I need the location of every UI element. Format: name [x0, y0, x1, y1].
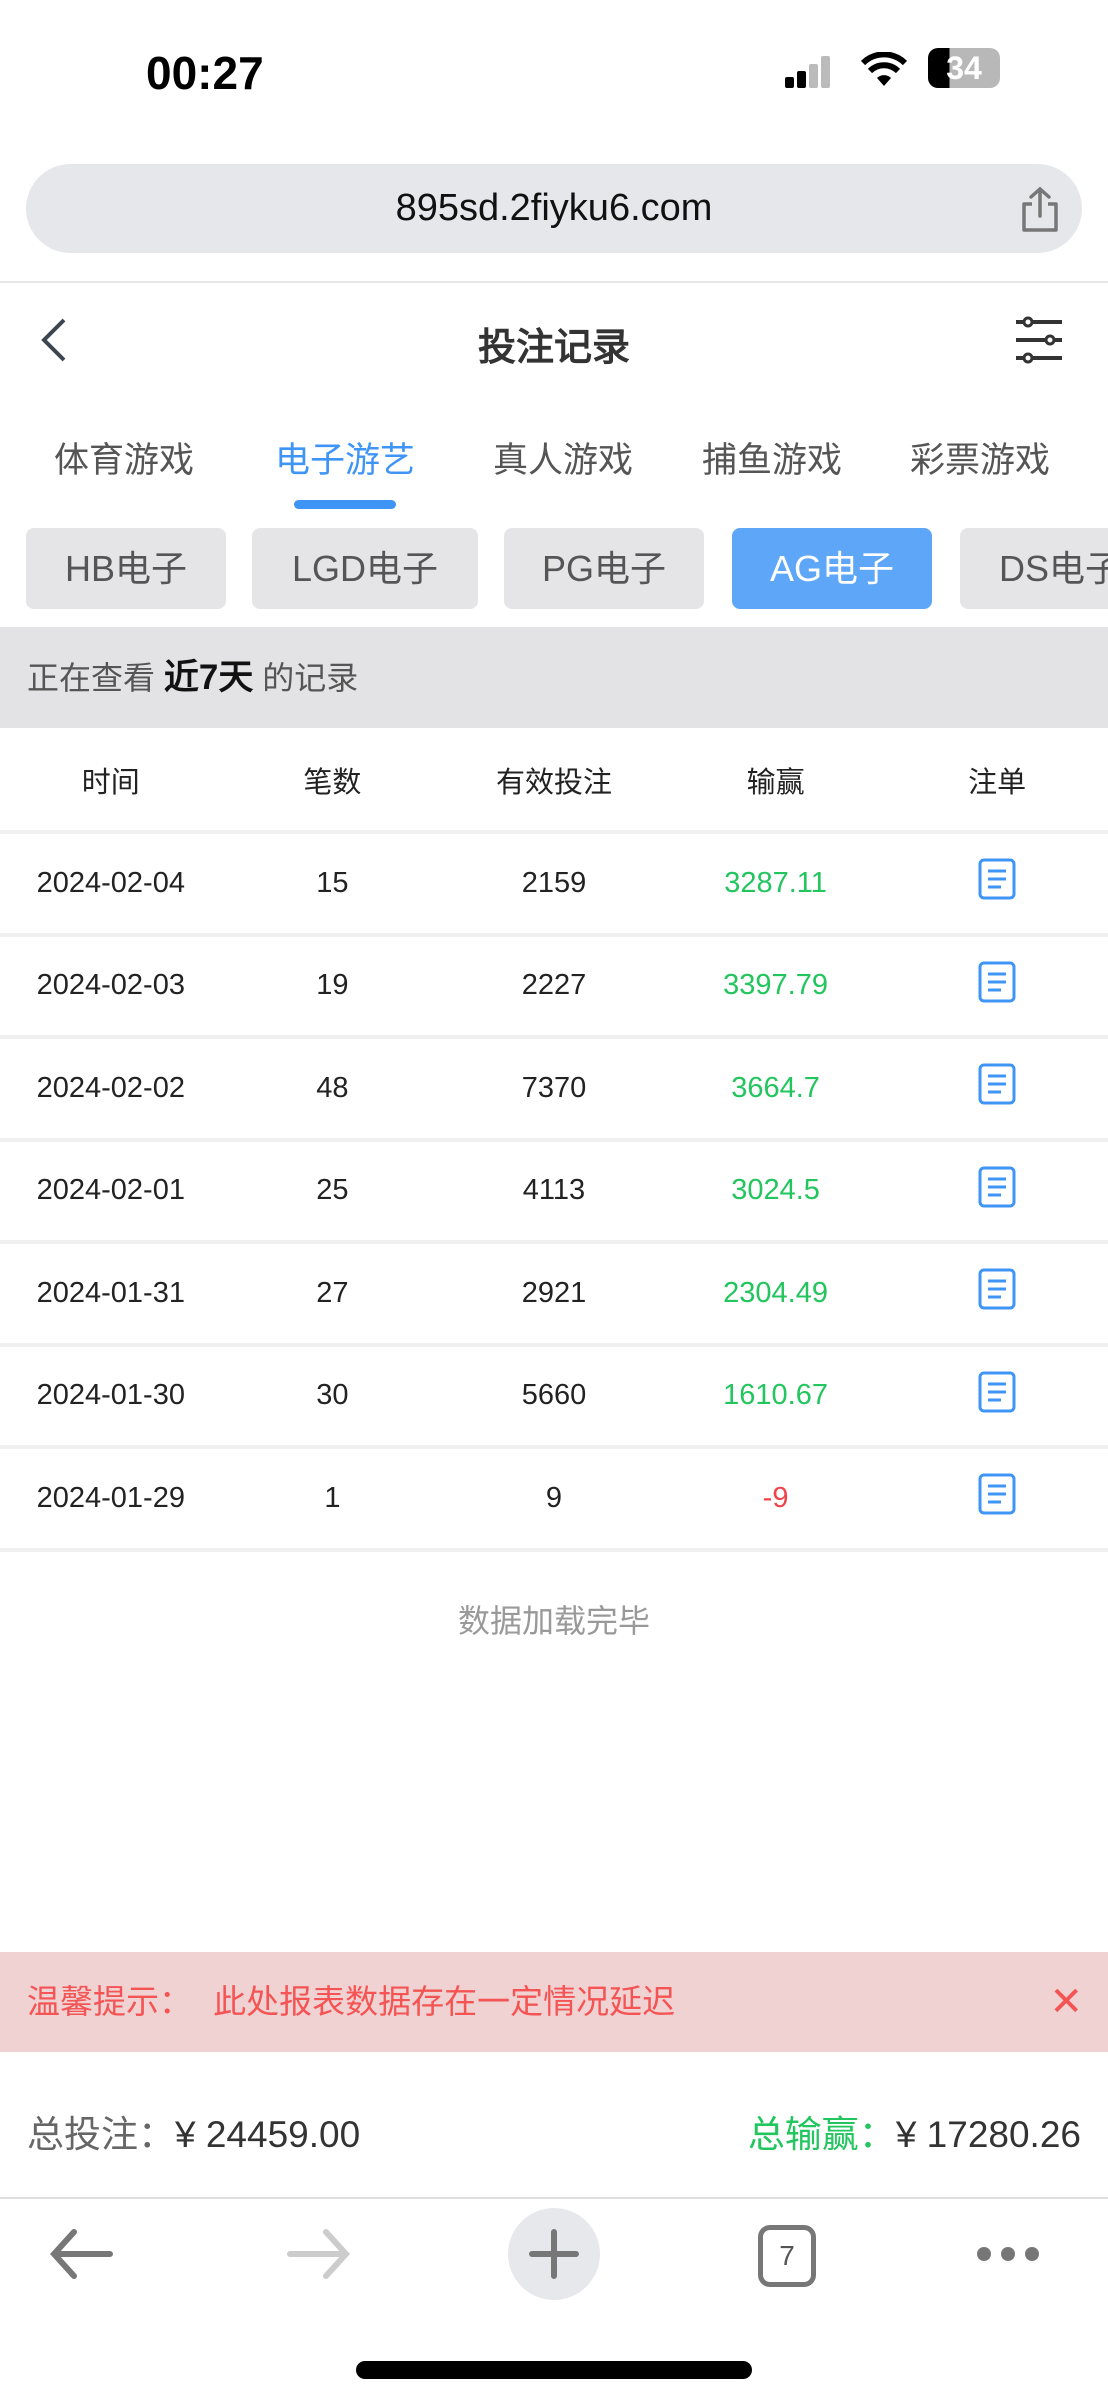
cell-win: 1610.67	[664, 1344, 887, 1449]
cell-win: 3024.5	[664, 1139, 887, 1244]
bet-slip-icon[interactable]	[886, 934, 1108, 1039]
cell-bet: 2227	[443, 934, 665, 1039]
home-indicator	[356, 2361, 752, 2379]
tab-lottery[interactable]: 彩票游戏	[909, 441, 1050, 480]
col-header-time: 时间	[0, 730, 222, 834]
table-row: 2024-02-03 19 2227 3397.79	[0, 934, 1108, 1039]
active-tab-indicator	[294, 500, 396, 509]
tab-electronic[interactable]: 电子游艺	[274, 441, 415, 480]
col-header-win: 输赢	[664, 730, 887, 834]
chip-lgd[interactable]: LGD电子	[252, 528, 478, 609]
table-row: 2024-01-29 1 9 -9	[0, 1447, 1108, 1552]
close-icon[interactable]: ✕	[1049, 1980, 1083, 2024]
cell-date: 2024-02-01	[0, 1139, 222, 1244]
browser-back-icon[interactable]	[49, 2228, 114, 2285]
cell-win: -9	[664, 1447, 887, 1552]
cell-date: 2024-01-31	[0, 1242, 222, 1347]
cell-count: 19	[221, 934, 444, 1039]
cell-count: 1	[221, 1447, 444, 1552]
cell-bet: 4113	[443, 1139, 665, 1244]
cell-date: 2024-02-03	[0, 934, 222, 1039]
cell-date: 2024-01-30	[0, 1344, 222, 1449]
cell-bet: 2921	[443, 1242, 665, 1347]
cell-bet: 2159	[443, 832, 665, 937]
col-header-bet: 有效投注	[443, 730, 665, 834]
cell-win: 2304.49	[664, 1242, 887, 1347]
tab-live[interactable]: 真人游戏	[492, 441, 633, 480]
cell-count: 15	[221, 832, 444, 937]
bet-slip-icon[interactable]	[886, 1139, 1108, 1244]
address-bar[interactable]: 895sd.2fiyku6.com	[26, 164, 1082, 253]
cell-count: 30	[221, 1344, 444, 1449]
divider	[0, 281, 1108, 283]
cell-win: 3664.7	[664, 1037, 887, 1142]
browser-forward-icon[interactable]	[286, 2228, 351, 2285]
total-win-label: 总输赢：	[747, 2114, 896, 2155]
battery-icon: 34	[928, 48, 1000, 88]
bet-slip-icon[interactable]	[886, 1242, 1108, 1347]
cell-win: 3397.79	[664, 934, 887, 1039]
share-icon[interactable]	[1018, 186, 1062, 239]
new-tab-button[interactable]	[508, 2208, 600, 2300]
table-row: 2024-02-01 25 4113 3024.5	[0, 1139, 1108, 1244]
col-header-detail: 注单	[886, 730, 1108, 834]
cell-count: 25	[221, 1139, 444, 1244]
range-prefix: 正在查看	[27, 660, 156, 696]
loaded-text: 数据加载完毕	[457, 1603, 650, 1639]
table-row: 2024-02-04 15 2159 3287.11	[0, 832, 1108, 937]
chip-ds[interactable]: DS电子	[960, 528, 1108, 609]
wifi-icon	[860, 51, 908, 93]
range-value: 近7天	[163, 658, 254, 697]
filter-settings-icon[interactable]	[1014, 316, 1064, 369]
cell-bet: 7370	[443, 1037, 665, 1142]
range-suffix: 的记录	[262, 660, 359, 696]
cell-win: 3287.11	[664, 832, 887, 937]
chip-ag[interactable]: AG电子	[732, 528, 932, 609]
date-range-banner: 正在查看 近7天 的记录	[0, 627, 1108, 728]
cell-date: 2024-01-29	[0, 1447, 222, 1552]
col-header-count: 笔数	[221, 730, 444, 834]
table-row: 2024-01-30 30 5660 1610.67	[0, 1344, 1108, 1449]
status-time: 00:27	[146, 47, 264, 99]
notice-label: 温馨提示：	[27, 1983, 192, 2020]
bet-records-table: 时间 笔数 有效投注 输赢 注单 2024-02-04 15 2159 3287…	[0, 730, 1108, 1552]
bet-slip-icon[interactable]	[886, 1447, 1108, 1552]
total-bet-label: 总投注：	[27, 2114, 175, 2155]
battery-level: 34	[946, 50, 982, 86]
tabs-button[interactable]: 7	[758, 2225, 816, 2287]
cell-count: 27	[221, 1242, 444, 1347]
url-text: 895sd.2fiyku6.com	[395, 187, 713, 229]
tab-sports[interactable]: 体育游戏	[53, 441, 194, 480]
cell-bet: 9	[443, 1447, 665, 1552]
bet-slip-icon[interactable]	[886, 1037, 1108, 1142]
bet-slip-icon[interactable]	[886, 832, 1108, 937]
total-bet-value: ¥ 24459.00	[175, 2114, 361, 2155]
bet-slip-icon[interactable]	[886, 1344, 1108, 1449]
tabs-count: 7	[779, 2240, 795, 2271]
total-bet: 总投注：¥ 24459.00	[27, 2104, 360, 2158]
cell-bet: 5660	[443, 1344, 665, 1449]
tab-fishing[interactable]: 捕鱼游戏	[701, 441, 842, 480]
signal-icon	[785, 56, 831, 88]
page-title: 投注记录	[477, 327, 630, 369]
notice-text: 此处报表数据存在一定情况延迟	[213, 1983, 676, 2020]
total-win: 总输赢：¥ 17280.26	[748, 2104, 1081, 2158]
total-win-value: ¥ 17280.26	[895, 2114, 1081, 2155]
divider	[0, 2197, 1108, 2199]
more-icon[interactable]	[976, 2242, 1040, 2271]
back-button[interactable]	[36, 316, 72, 369]
table-row: 2024-01-31 27 2921 2304.49	[0, 1242, 1108, 1347]
cell-date: 2024-02-04	[0, 832, 222, 937]
chip-hb[interactable]: HB电子	[26, 528, 226, 609]
cell-date: 2024-02-02	[0, 1037, 222, 1142]
table-row: 2024-02-02 48 7370 3664.7	[0, 1037, 1108, 1142]
notice-banner: 温馨提示： 此处报表数据存在一定情况延迟 ✕	[0, 1952, 1108, 2052]
cell-count: 48	[221, 1037, 444, 1142]
chip-pg[interactable]: PG电子	[504, 528, 704, 609]
